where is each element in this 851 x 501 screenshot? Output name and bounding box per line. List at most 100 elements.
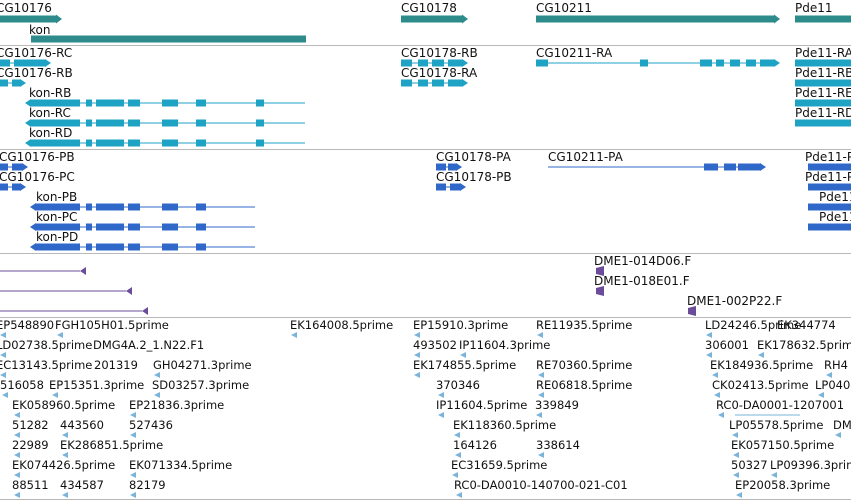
est-label[interactable]: EC31659.5prime xyxy=(451,458,548,472)
exon-block[interactable] xyxy=(704,163,718,171)
est-label[interactable]: 50327 xyxy=(731,458,768,472)
est-label[interactable]: LP040 xyxy=(815,378,851,392)
exon-block[interactable] xyxy=(418,79,428,87)
est-glyph[interactable] xyxy=(736,492,742,498)
exon-block[interactable] xyxy=(401,59,412,67)
est-label[interactable]: IP11604.5prime xyxy=(436,398,528,412)
est-label[interactable]: 527436 xyxy=(129,418,173,432)
exon-block[interactable] xyxy=(96,243,124,251)
est-label[interactable]: EP21836.3prime xyxy=(129,398,225,412)
exon-block[interactable] xyxy=(128,203,140,211)
est-label[interactable]: RH4 xyxy=(824,358,848,372)
est-glyph[interactable] xyxy=(130,412,136,418)
probe-label[interactable]: DME1-002P22.F xyxy=(687,294,783,308)
est-label[interactable]: 22989 xyxy=(12,438,49,452)
exon-block[interactable] xyxy=(96,223,124,231)
exon-block[interactable] xyxy=(96,139,124,147)
strand-arrow-right[interactable] xyxy=(456,163,462,171)
exon-block[interactable] xyxy=(86,223,92,231)
protein-label[interactable]: CG10211-PA xyxy=(548,150,623,164)
exon-block[interactable] xyxy=(0,183,8,191)
est-label[interactable]: LP05578.5prime xyxy=(729,418,824,432)
est-label[interactable]: EK344774 xyxy=(777,318,836,332)
est-label[interactable]: 201319 xyxy=(94,358,138,372)
exon-block[interactable] xyxy=(536,59,548,67)
est-label[interactable]: EP15351.3prime xyxy=(49,378,145,392)
exon-block[interactable] xyxy=(36,243,80,251)
probe-glyph[interactable] xyxy=(596,286,604,296)
protein-label[interactable]: kon-PD xyxy=(36,230,79,244)
exon-block[interactable] xyxy=(162,119,178,127)
exon-block[interactable] xyxy=(86,119,92,127)
exon-block[interactable] xyxy=(401,79,412,87)
est-glyph[interactable] xyxy=(438,392,444,398)
est-glyph[interactable] xyxy=(733,472,739,478)
est-glyph[interactable] xyxy=(455,452,461,458)
exon-block[interactable] xyxy=(31,119,80,127)
protein-label[interactable]: CG10176-PB xyxy=(0,150,75,164)
gene-label[interactable]: CG10178 xyxy=(401,1,457,15)
gene-glyph[interactable] xyxy=(536,15,774,23)
exon-block[interactable] xyxy=(450,183,460,191)
est-glyph[interactable] xyxy=(714,392,720,398)
protein-label[interactable]: Pde11-PA xyxy=(805,150,851,164)
exon-block[interactable] xyxy=(162,139,178,147)
transcript-label[interactable]: Pde11-RE xyxy=(795,86,851,100)
est-glyph[interactable] xyxy=(452,472,458,478)
est-glyph[interactable] xyxy=(536,412,542,418)
transcript-label[interactable]: kon-RD xyxy=(29,126,73,140)
exon-block[interactable] xyxy=(96,119,124,127)
exon-block[interactable] xyxy=(256,99,264,107)
exon-block[interactable] xyxy=(724,163,736,171)
est-glyph[interactable] xyxy=(62,452,68,458)
strand-arrow-right[interactable] xyxy=(20,183,26,191)
transcript-label[interactable]: Pde11-RB xyxy=(795,66,851,80)
est-glyph[interactable] xyxy=(14,432,20,438)
est-glyph[interactable] xyxy=(57,332,63,338)
est-label[interactable]: 434587 xyxy=(60,478,104,492)
exon-block[interactable] xyxy=(0,59,10,67)
est-glyph[interactable] xyxy=(538,392,544,398)
est-label[interactable]: FGH105H01.5prime xyxy=(55,318,169,332)
est-label[interactable]: EK074426.5prime xyxy=(12,458,116,472)
gene-label[interactable]: CG10176 xyxy=(0,1,52,15)
est-label[interactable]: DMG4A.2_1.N22.F1 xyxy=(93,338,205,352)
est-glyph[interactable] xyxy=(14,492,20,498)
protein-label[interactable]: CG10178-PA xyxy=(436,150,511,164)
gene-glyph[interactable] xyxy=(0,15,56,23)
est-label[interactable]: 82179 xyxy=(129,478,166,492)
strand-arrow-right[interactable] xyxy=(20,79,26,87)
strand-arrow-right[interactable] xyxy=(56,14,62,24)
exon-block[interactable] xyxy=(716,59,724,67)
strand-arrow-right[interactable] xyxy=(774,14,780,24)
est-glyph[interactable] xyxy=(130,492,136,498)
exon-block[interactable] xyxy=(31,99,80,107)
exon-block[interactable] xyxy=(436,163,446,171)
est-label[interactable]: 338614 xyxy=(536,438,580,452)
est-label[interactable]: EK184936.5prime xyxy=(710,358,814,372)
exon-block[interactable] xyxy=(196,223,206,231)
est-glyph[interactable] xyxy=(2,392,8,398)
est-label[interactable]: 516058 xyxy=(0,378,44,392)
est-label[interactable]: 370346 xyxy=(436,378,480,392)
est-label[interactable]: RE06818.5prime xyxy=(536,378,633,392)
est-label[interactable]: RC0-DA0010-140700-021-C01 xyxy=(454,478,628,492)
exon-block[interactable] xyxy=(448,163,456,171)
est-glyph[interactable] xyxy=(818,392,824,398)
est-glyph[interactable] xyxy=(758,352,764,358)
transcript-label[interactable]: kon-RB xyxy=(29,86,72,100)
strand-arrow-right[interactable] xyxy=(760,163,766,171)
exon-block[interactable] xyxy=(196,119,206,127)
probe-label[interactable]: DME1-014D06.F xyxy=(594,254,692,268)
protein-label[interactable]: Pde11-PB xyxy=(805,170,851,184)
exon-block[interactable] xyxy=(808,223,851,231)
exon-block[interactable] xyxy=(448,79,462,87)
est-label[interactable]: EP548890 xyxy=(0,318,55,332)
exon-block[interactable] xyxy=(795,79,851,87)
gene-label[interactable]: CG10211 xyxy=(536,1,592,15)
est-label[interactable]: DM xyxy=(833,418,851,432)
exon-block[interactable] xyxy=(12,163,22,171)
exon-block[interactable] xyxy=(808,203,851,211)
strand-arrow-right[interactable] xyxy=(462,79,468,87)
exon-block[interactable] xyxy=(86,139,92,147)
